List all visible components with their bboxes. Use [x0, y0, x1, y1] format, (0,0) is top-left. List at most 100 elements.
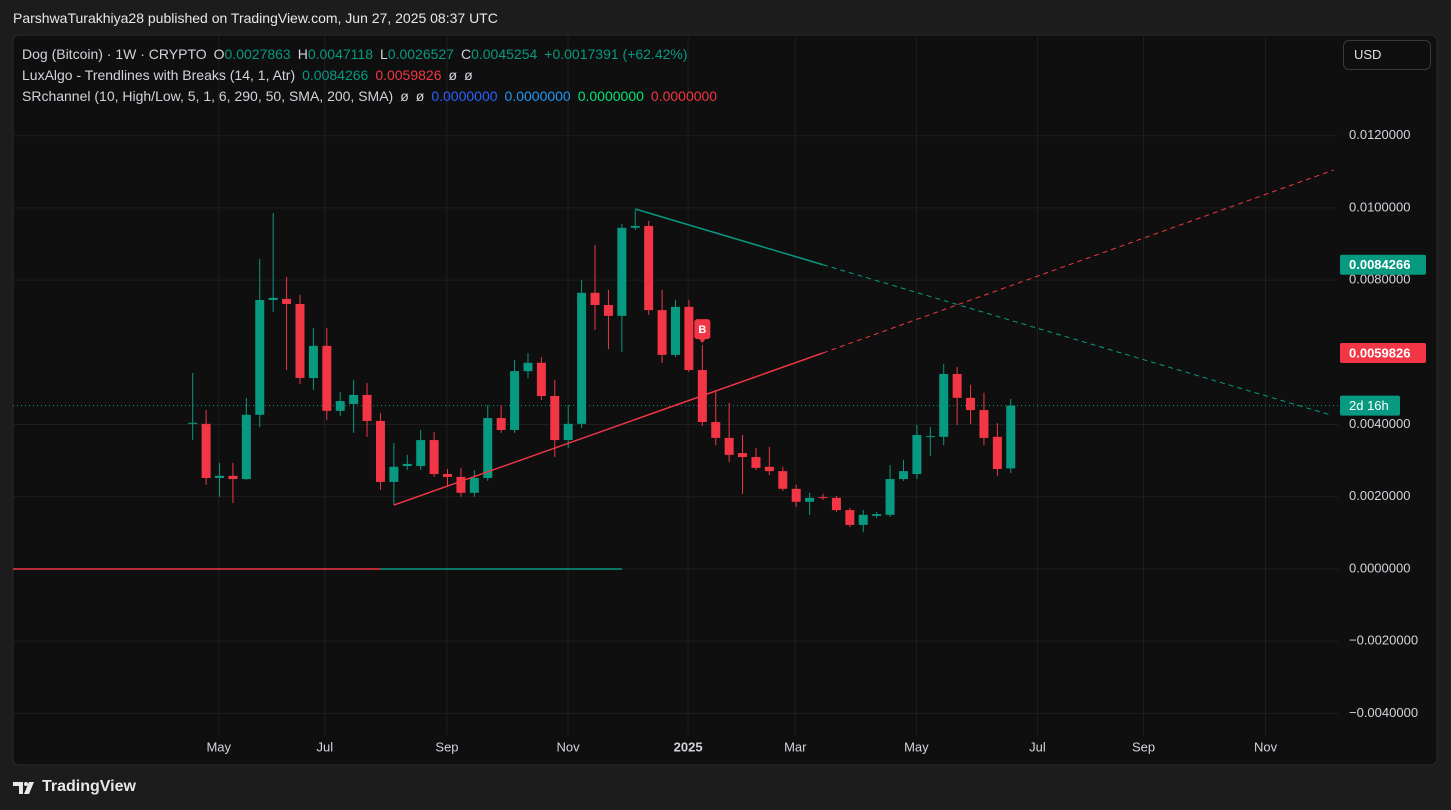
- legend-item: ø: [464, 67, 473, 83]
- legend-value: 0.0000000: [431, 88, 498, 104]
- candle-body: [925, 436, 935, 438]
- candle-body: [778, 471, 788, 489]
- candle-body: [483, 418, 493, 478]
- chart-panel: [12, 34, 1438, 766]
- candle-body: [456, 476, 466, 493]
- candle-body: [268, 297, 278, 300]
- candle-body: [738, 453, 748, 458]
- legend-value: ø: [448, 67, 458, 83]
- candle-body: [630, 225, 640, 228]
- y-tick-label: 0.0000000: [1349, 560, 1410, 575]
- legend-item: 0.0000000: [431, 88, 497, 104]
- x-tick-label: May: [206, 739, 231, 754]
- legend-label: O: [213, 46, 225, 62]
- candle-body: [966, 397, 976, 411]
- x-tick-label: Sep: [1132, 739, 1155, 754]
- candle-body: [912, 435, 922, 475]
- x-tick-label: 2025: [674, 739, 703, 754]
- legend-value: 0.0000000: [650, 88, 718, 104]
- candle-body: [443, 474, 453, 477]
- candle-body: [577, 292, 587, 424]
- legend-value: ø: [400, 88, 409, 104]
- legend-value: +0.0017391 (+62.42%): [544, 46, 688, 62]
- candle-body: [751, 457, 761, 468]
- legend: Dog (Bitcoin) · 1W · CRYPTO O0.0027863 H0.…: [22, 44, 724, 107]
- candle-body: [818, 497, 828, 499]
- x-tick-label: Nov: [557, 739, 581, 754]
- legend-item: L0.0026527: [380, 46, 454, 62]
- legend-item: 0.0059826: [375, 67, 441, 83]
- candle-body: [241, 414, 251, 480]
- legend-item: +0.0017391 (+62.42%): [544, 46, 687, 62]
- candle-body: [858, 514, 868, 525]
- candle-body: [402, 463, 412, 467]
- plot: 0.0120000 0.0100000 0.0080000 0.0040000 0.00…: [13, 35, 1426, 754]
- legend-value: ø: [415, 88, 425, 104]
- candle-body: [496, 418, 506, 430]
- break-label: B: [698, 324, 706, 336]
- legend-item: 0.0000000: [505, 88, 571, 104]
- legend-value: 0.0000000: [504, 88, 571, 104]
- legend-value: ø: [464, 67, 473, 83]
- candle-body: [416, 440, 426, 467]
- legend-label: H: [297, 46, 308, 62]
- trendline: [822, 169, 1334, 354]
- candle-body: [791, 488, 801, 502]
- trendline: [822, 264, 1331, 416]
- legend-item: SRchannel (10, High/Low, 5, 1, 6, 290, 5…: [22, 88, 393, 104]
- brand: TradingView: [42, 778, 136, 795]
- legend-value: 0.0000000: [577, 88, 644, 104]
- legend-value: 0.0059826: [375, 67, 442, 83]
- legend-value: 0.0027863: [224, 46, 291, 62]
- break-marker: [694, 319, 711, 340]
- publish-info: ParshwaTurakhiya28 published on TradingV…: [13, 10, 498, 26]
- price-badge-label: 0.0084266: [1349, 257, 1410, 272]
- legend-item: ø: [449, 67, 458, 83]
- y-tick-label: 0.0080000: [1349, 272, 1410, 287]
- candle-body: [429, 440, 439, 475]
- break-marker-tip: [699, 339, 706, 344]
- candle-body: [228, 475, 238, 480]
- x-tick-label: Sep: [435, 739, 458, 754]
- price-badge-label: 0.0059826: [1349, 345, 1410, 360]
- legend-item: O0.0027863: [214, 46, 291, 62]
- candle-body: [563, 423, 573, 441]
- trendline: [393, 352, 824, 506]
- candle-body: [845, 510, 855, 525]
- candle-body: [831, 497, 841, 511]
- candle-body: [764, 466, 774, 472]
- legend-value: 0.0047118: [307, 46, 373, 62]
- candle-body: [188, 422, 198, 424]
- currency-button[interactable]: USD: [1343, 40, 1431, 70]
- candle-body: [872, 514, 882, 516]
- candle-body: [590, 292, 600, 306]
- countdown-label: 2d 16h: [1349, 398, 1389, 413]
- candle-body: [1006, 405, 1016, 469]
- candle-body: [939, 374, 949, 437]
- candle-body: [979, 410, 989, 438]
- x-tick-label: Nov: [1254, 739, 1278, 754]
- legend-line: SRchannel (10, High/Low, 5, 1, 6, 290, 5…: [22, 86, 724, 107]
- candle-body: [389, 466, 399, 482]
- y-tick-label: 0.0120000: [1349, 127, 1410, 142]
- legend-item: LuxAlgo - Trendlines with Breaks (14, 1,…: [22, 67, 295, 83]
- candle-body: [992, 436, 1002, 469]
- trendline: [635, 208, 824, 266]
- legend-line: Dog (Bitcoin) · 1W · CRYPTO O0.0027863 H0.…: [22, 44, 724, 65]
- legend-label: C: [460, 46, 472, 62]
- legend-item: 0.0084266: [302, 67, 368, 83]
- legend-label: L: [379, 46, 388, 62]
- candle-body: [617, 227, 627, 316]
- legend-item: C0.0045254: [461, 46, 537, 62]
- legend-item: Dog (Bitcoin) · 1W · CRYPTO: [22, 46, 207, 62]
- legend-item: ø: [400, 88, 409, 104]
- legend-value: SRchannel (10, High/Low, 5, 1, 6, 290, 5…: [22, 88, 394, 104]
- legend-item: H0.0047118: [298, 46, 373, 62]
- legend-item: 0.0000000: [651, 88, 717, 104]
- candle-body: [550, 396, 560, 441]
- y-tick-label: −0.0020000: [1349, 633, 1418, 648]
- candle-body: [308, 345, 318, 378]
- candle-body: [684, 306, 694, 371]
